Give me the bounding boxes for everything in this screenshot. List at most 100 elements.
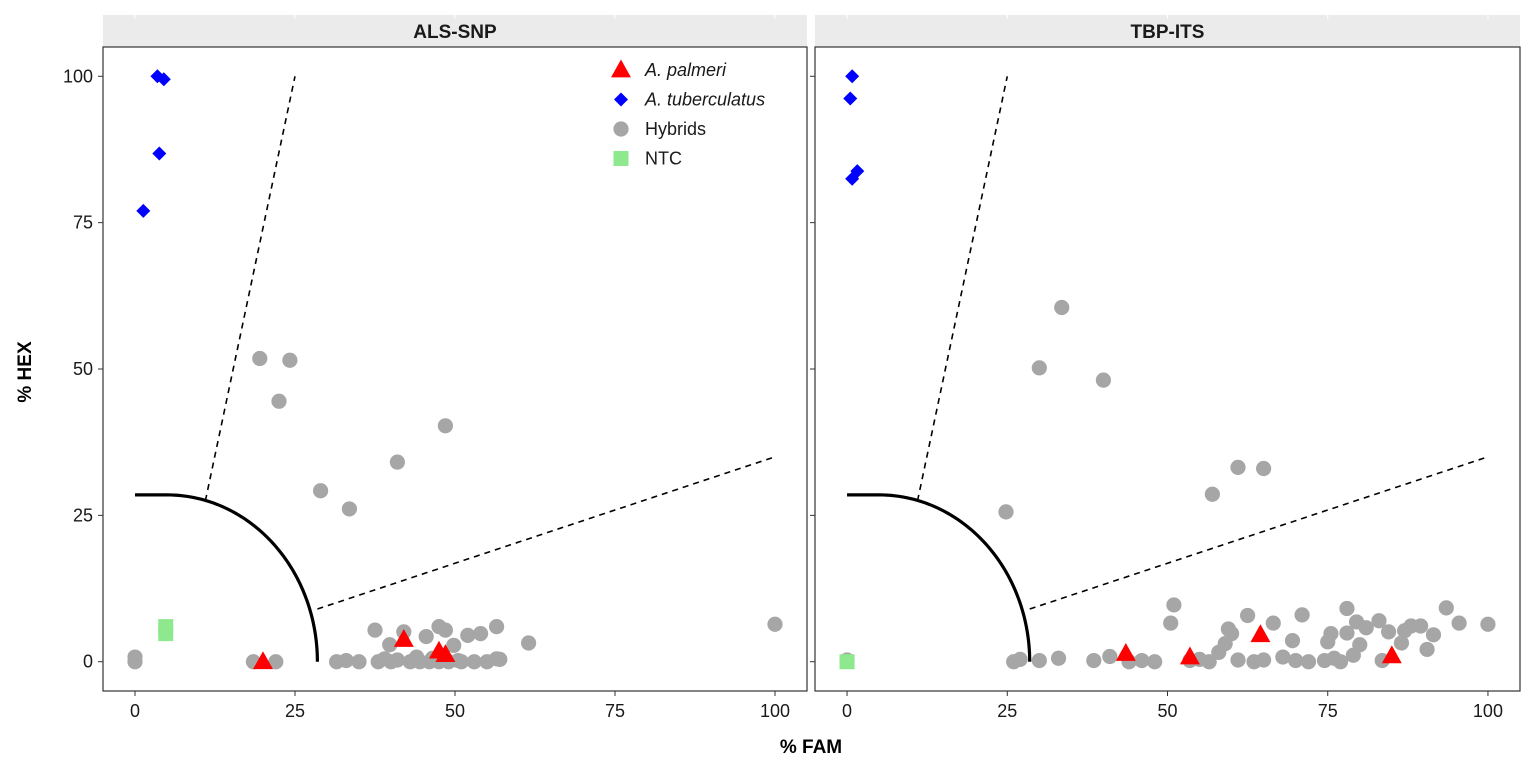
legend: A. palmeri A. tuberculatus Hybrids NTC [611,59,765,169]
data-point-hybrids [1419,641,1435,658]
y-tick-label: 100 [63,66,93,86]
data-point-hybrids [1438,600,1454,616]
panel-als-snp: ALS-SNP 0 25 50 75 100 0 25 50 75 100 [63,15,808,721]
data-point-a-tuberculatus [843,91,858,106]
x-tick-label: 25 [285,701,305,721]
data-point-a-tuberculatus [850,164,865,179]
legend-item-a-palmeri: A. palmeri [611,59,727,80]
data-point-a-palmeri [1179,646,1200,665]
data-point-a-tuberculatus [156,72,171,87]
data-point-hybrids [1050,650,1067,666]
data-point-hybrids [1031,360,1047,376]
x-tick-label: 0 [842,701,852,721]
panel-strip [103,15,807,47]
data-point-hybrids [1339,625,1355,641]
lower-threshold-line [1029,456,1489,610]
data-point-hybrids [1163,615,1179,631]
upper-threshold-line [916,76,1009,501]
data-point-hybrids [382,637,398,653]
panel-strip [815,15,1520,47]
legend-key-a-palmeri [611,59,631,78]
data-point-hybrids [1166,597,1182,613]
data-point-hybrids [437,622,453,638]
data-point-hybrids [1265,615,1281,631]
data-point-hybrids [1332,654,1349,670]
data-point-hybrids [1451,615,1467,631]
data-point-hybrids [389,454,405,470]
data-point-hybrids [453,654,469,670]
data-point-hybrids [1230,459,1246,475]
data-point-hybrids [1095,372,1112,388]
x-tick-label: 25 [997,701,1017,721]
data-point-hybrids [1352,637,1368,653]
series-a-tuberculatus [843,69,865,186]
threshold-arc [135,493,319,662]
data-point-hybrids [341,501,357,517]
x-tick-label: 50 [445,701,465,721]
data-point-hybrids [252,350,268,367]
legend-key-hybrids [613,121,629,137]
data-point-a-palmeri [253,651,273,670]
x-tick-label: 0 [130,701,140,721]
legend-key-a-tuberculatus [614,92,628,107]
data-point-hybrids [1393,635,1410,651]
data-point-a-tuberculatus [136,203,151,218]
data-point-hybrids [998,504,1014,520]
data-point-hybrids [1054,299,1070,316]
data-point-hybrids [367,622,383,638]
data-point-hybrids [418,628,434,645]
x-axis-title: % FAM [780,737,842,758]
legend-label: A. tuberculatus [644,90,765,110]
x-tick-label: 100 [760,701,790,721]
data-point-hybrids [1230,652,1246,668]
data-point-hybrids [1256,652,1272,668]
data-point-a-palmeri [1115,643,1136,661]
data-point-hybrids [492,651,508,667]
panel-title: ALS-SNP [413,22,497,43]
panel-title: TBP-ITS [1131,22,1205,43]
data-point-hybrids [1300,654,1317,670]
data-point-hybrids [521,635,537,651]
data-point-hybrids [1086,652,1102,669]
data-point-hybrids [767,616,783,632]
data-point-hybrids [1413,618,1429,634]
y-tick-label: 0 [83,652,93,672]
series-a-palmeri [253,628,456,670]
data-point-hybrids [338,652,354,669]
data-point-hybrids [1480,616,1496,632]
panels-layer: ALS-SNP 0 25 50 75 100 0 25 50 75 100 TBP-ITS 0 25 50 7… [63,15,1521,721]
data-point-a-tuberculatus [152,146,167,161]
data-point-a-tuberculatus [845,69,860,84]
data-point-hybrids [313,483,329,499]
series-hybrids [127,350,783,670]
data-point-hybrids [1204,486,1220,502]
legend-key-ntc [613,151,629,166]
data-point-hybrids [1147,654,1163,670]
data-point-hybrids [489,619,505,635]
x-tick-label: 100 [1473,701,1503,721]
data-point-hybrids [1425,627,1442,643]
data-point-hybrids [1288,652,1304,669]
data-point-hybrids [446,637,462,653]
data-point-a-palmeri [1250,624,1271,643]
data-point-hybrids [473,626,489,642]
series-hybrids [839,299,1496,670]
legend-label: A. palmeri [644,60,727,80]
data-point-ntc [158,619,174,635]
data-point-hybrids [282,352,298,368]
series-a-tuberculatus [136,69,171,218]
data-point-hybrids [466,654,482,670]
data-point-hybrids [389,652,405,668]
series-ntc [839,654,855,670]
data-point-hybrids [1240,607,1256,624]
x-tick-label: 75 [1318,701,1338,721]
data-point-a-palmeri [393,628,414,647]
panel-tbp-its: TBP-ITS 0 25 50 75 100 [810,15,1521,721]
data-point-hybrids [271,393,287,409]
data-point-hybrids [1358,620,1374,636]
data-point-hybrids [460,627,476,643]
data-point-hybrids [127,654,143,670]
series-a-palmeri [1115,624,1402,665]
y-axis-title: % HEX [15,341,36,403]
